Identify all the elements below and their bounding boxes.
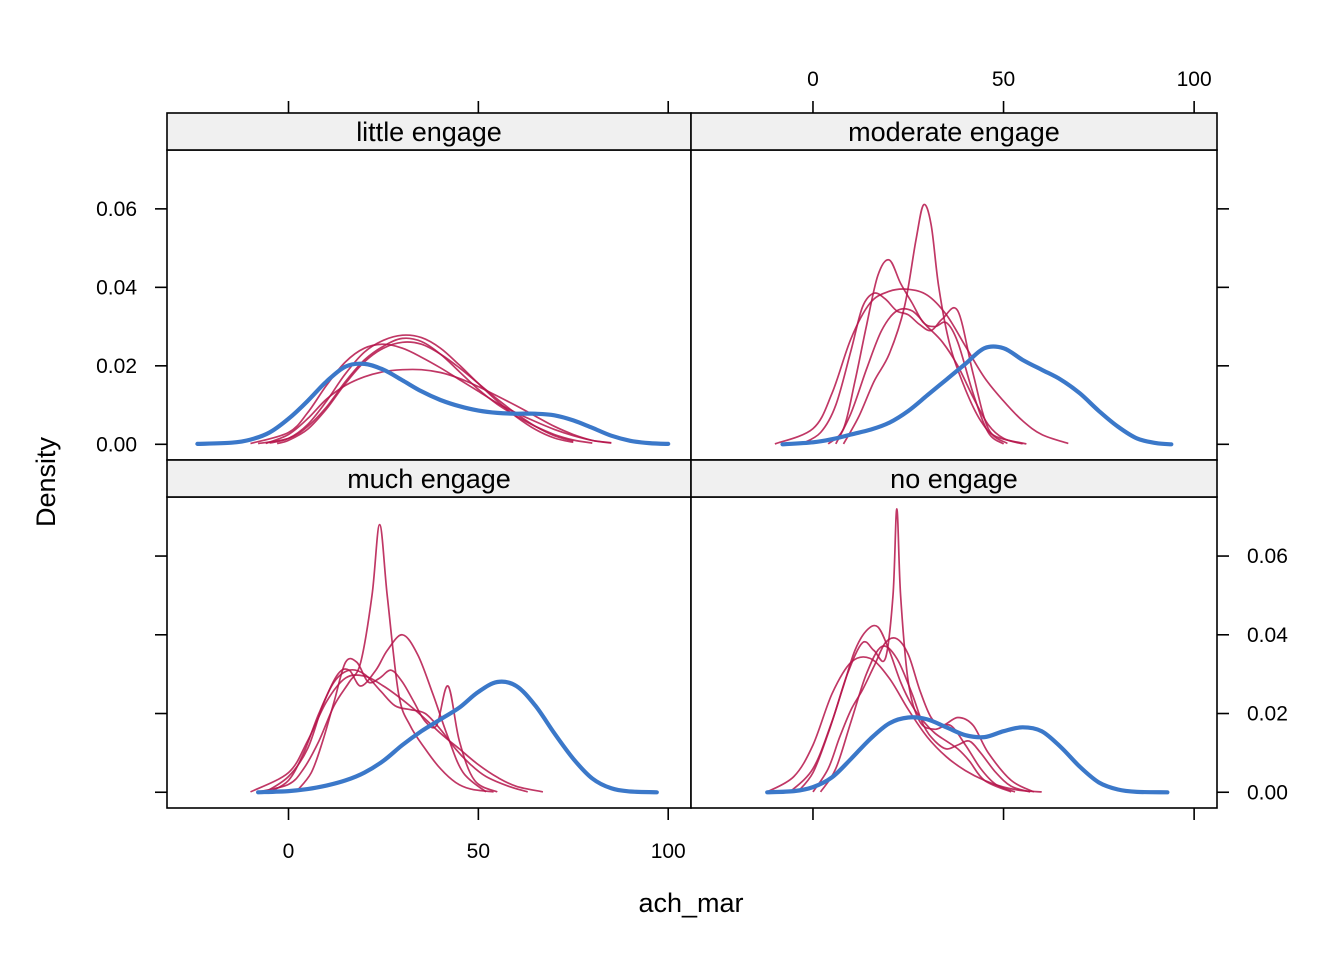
observed-density-line-much-engage	[256, 679, 659, 795]
y-tick-label-left: 0.04	[96, 276, 137, 299]
imputed-density-line-moderate-engage-3	[827, 258, 1005, 445]
panel-strip-no-engage	[690, 459, 1218, 498]
y-axis-title: Density	[31, 436, 61, 527]
x-axis-title: ach_mar	[638, 888, 743, 918]
y-tick-label-left: 0.06	[96, 198, 137, 221]
y-tick-label-right: 0.04	[1247, 624, 1288, 647]
panel-curves-no-engage	[765, 507, 1170, 795]
imputed-density-line-no-engage-5	[819, 645, 1031, 793]
panel-strip-label-little-engage: little engage	[356, 117, 502, 147]
panel-strip-label-no-engage: no engage	[890, 464, 1018, 494]
y-tick-label-right: 0.02	[1247, 703, 1288, 726]
panel-strip-much-engage	[166, 459, 692, 498]
panel-curves-moderate-engage	[774, 203, 1174, 447]
panel-curves-much-engage	[250, 523, 659, 795]
panel-strip-moderate-engage	[690, 112, 1218, 151]
panel-strip-little-engage	[166, 112, 692, 151]
imputed-density-line-little-engage-3	[269, 334, 574, 444]
observed-density-line-no-engage	[765, 715, 1170, 795]
observed-density-line-little-engage	[195, 361, 671, 446]
x-tick-label-bottom: 100	[651, 840, 686, 863]
panel-frame-moderate-engage	[690, 149, 1218, 461]
imputed-density-line-little-engage-5	[265, 368, 612, 445]
imputed-density-line-much-engage-2	[257, 523, 494, 793]
x-tick-label-bottom: 0	[283, 840, 295, 863]
y-tick-label-left: 0.02	[96, 355, 137, 378]
y-tick-label-left: 0.00	[96, 433, 137, 456]
observed-density-line-moderate-engage	[780, 344, 1174, 447]
panel-strip-label-moderate-engage: moderate engage	[848, 117, 1060, 147]
panel-frame-no-engage	[690, 496, 1218, 809]
x-tick-label-top: 100	[1177, 68, 1212, 91]
imputed-density-line-little-engage-1	[250, 343, 612, 445]
x-tick-label-top: 50	[992, 68, 1015, 91]
panel-curves-little-engage	[195, 334, 671, 446]
panel-frame-much-engage	[166, 496, 692, 809]
imputed-density-line-much-engage-5	[295, 657, 498, 793]
imputed-density-line-moderate-engage-4	[842, 203, 1027, 445]
y-tick-label-right: 0.06	[1247, 545, 1288, 568]
y-tick-label-right: 0.00	[1247, 781, 1288, 804]
imputed-density-line-no-engage-3	[797, 624, 1012, 793]
x-tick-label-bottom: 50	[467, 840, 490, 863]
imputed-density-line-moderate-engage-1	[774, 288, 1069, 445]
imputed-density-line-much-engage-4	[269, 668, 528, 793]
imputed-density-line-moderate-engage-5	[835, 307, 1023, 445]
x-tick-label-top: 0	[807, 68, 819, 91]
imputed-density-line-much-engage-3	[265, 633, 487, 793]
panel-frame-little-engage	[166, 149, 692, 461]
panel-strip-label-much-engage: much engage	[347, 464, 511, 494]
imputed-density-line-little-engage-4	[276, 341, 574, 445]
imputed-density-line-no-engage-4	[812, 637, 1035, 793]
